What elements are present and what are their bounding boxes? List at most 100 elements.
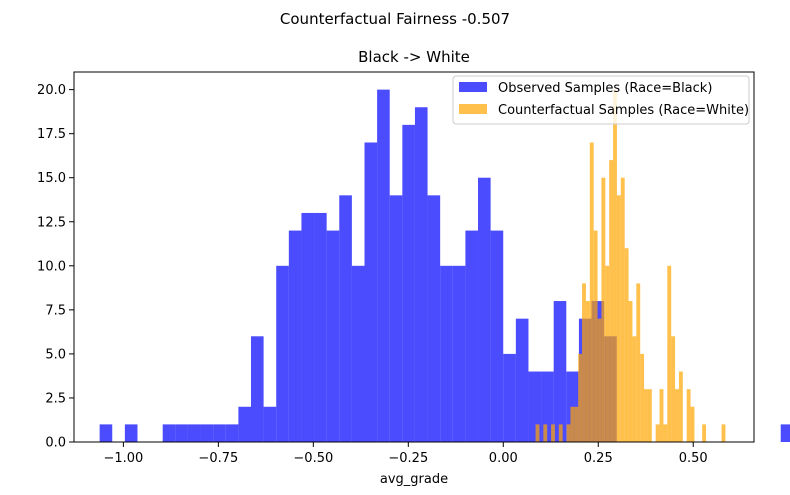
x-tick-label: 0.25 [584, 451, 613, 466]
histogram-bar [452, 265, 466, 442]
histogram-bar [238, 406, 251, 442]
x-tick-label: −0.50 [293, 451, 333, 466]
y-tick-label: 15.0 [37, 171, 66, 186]
histogram-bar [440, 265, 453, 442]
histogram-bar [301, 212, 315, 442]
x-axis-ticks: −1.00 −0.75 −0.50 −0.25 0.00 0.25 0.50 [103, 442, 708, 466]
histogram-bar [620, 177, 625, 442]
histogram-bar [162, 424, 176, 442]
histogram-bar [553, 301, 567, 442]
x-tick-label: −1.00 [103, 451, 143, 466]
histogram-bar [187, 424, 201, 442]
histogram-bar [314, 212, 327, 442]
histogram-bar [686, 389, 691, 442]
histogram-bar [427, 195, 441, 442]
histogram-bar [543, 424, 548, 442]
histogram-bar [613, 89, 617, 442]
y-axis-ticks: 0.0 2.5 5.0 7.5 10.0 12.5 15.0 17.5 20.0 [37, 83, 74, 451]
plot-area: −1.00 −0.75 −0.50 −0.25 0.00 0.25 0.50 0.0 2.5 5… [37, 71, 790, 466]
y-tick-label: 12.5 [37, 215, 66, 230]
histogram-bar [558, 424, 563, 442]
histogram-bar [414, 107, 428, 442]
x-axis-label: avg_grade [380, 472, 448, 487]
histogram-bar [644, 389, 648, 442]
y-tick-label: 20.0 [37, 83, 66, 98]
histogram-bar [490, 230, 504, 442]
histogram-bar [364, 142, 378, 442]
histogram-bar [503, 353, 516, 442]
histogram-bar [659, 389, 664, 442]
histogram-bar [213, 424, 226, 442]
histogram-bar [667, 265, 672, 442]
histogram-bar [551, 424, 555, 442]
histogram-bar [566, 424, 571, 442]
histogram-bar [616, 195, 621, 442]
histogram-bar [175, 424, 188, 442]
histogram-bar [601, 177, 606, 442]
histogram-bar [326, 230, 340, 442]
histogram-bar [780, 424, 790, 442]
histogram-bar [636, 283, 641, 442]
legend-box [452, 75, 750, 125]
counterfactual-histogram [535, 89, 726, 442]
y-tick-label: 7.5 [45, 303, 66, 318]
histogram-bar [250, 336, 264, 442]
x-tick-label: 0.00 [489, 451, 518, 466]
histogram-bar [99, 424, 113, 442]
histogram-bar [515, 318, 529, 442]
histogram-bar [624, 248, 629, 442]
chart-title: Black -> White [358, 48, 470, 66]
histogram-bar [597, 318, 602, 442]
histogram-bar [663, 424, 668, 442]
histogram-bar [377, 89, 390, 442]
histogram-bar [263, 406, 277, 442]
histogram-bar [351, 265, 365, 442]
histogram-bar [535, 424, 540, 442]
histogram-bar [675, 389, 679, 442]
legend-swatch-observed [459, 82, 487, 92]
histogram-bar [339, 195, 352, 442]
histogram-bar [593, 230, 598, 442]
histogram-bar [200, 424, 214, 442]
histogram-bar [570, 406, 575, 442]
histogram-bar [640, 353, 645, 442]
histogram-bar [678, 371, 683, 442]
histogram-bar [124, 424, 138, 442]
histogram-bar [225, 424, 239, 442]
histogram-bar [671, 336, 676, 442]
legend-label-counterfactual: Counterfactual Samples (Race=White) [498, 103, 749, 118]
histogram-bar [690, 406, 695, 442]
observed-histogram [99, 89, 790, 442]
histogram-bar [647, 389, 652, 442]
y-tick-label: 17.5 [37, 127, 66, 142]
histogram-bar [605, 265, 610, 442]
histogram-bar [402, 124, 415, 442]
plot-frame [73, 71, 755, 443]
figure-suptitle: Counterfactual Fairness -0.507 [280, 10, 510, 28]
histogram-bar [389, 195, 403, 442]
histogram-bar [574, 406, 579, 442]
y-tick-label: 2.5 [45, 391, 66, 406]
y-tick-label: 5.0 [45, 347, 66, 362]
histogram-bar [585, 301, 590, 442]
histogram-bar [628, 301, 633, 442]
histogram-bar [276, 265, 289, 442]
histogram-bar [582, 283, 586, 442]
histogram-bar [702, 424, 707, 442]
histogram-bar [721, 424, 726, 442]
x-tick-label: 0.50 [679, 451, 708, 466]
histogram-bar [609, 160, 614, 442]
legend-label-observed: Observed Samples (Race=Black) [498, 81, 712, 96]
y-tick-label: 0.0 [45, 436, 66, 451]
legend: Observed Samples (Race=Black) Counterfac… [452, 75, 750, 125]
histogram-bar [578, 353, 583, 442]
x-tick-label: −0.75 [198, 451, 238, 466]
x-tick-label: −0.25 [388, 451, 428, 466]
histogram-bar [632, 336, 637, 442]
histogram-bar [288, 230, 302, 442]
histogram-bar [465, 230, 479, 442]
y-tick-label: 10.0 [37, 259, 66, 274]
histogram-bar [589, 142, 594, 442]
legend-swatch-counterfactual [459, 104, 487, 114]
